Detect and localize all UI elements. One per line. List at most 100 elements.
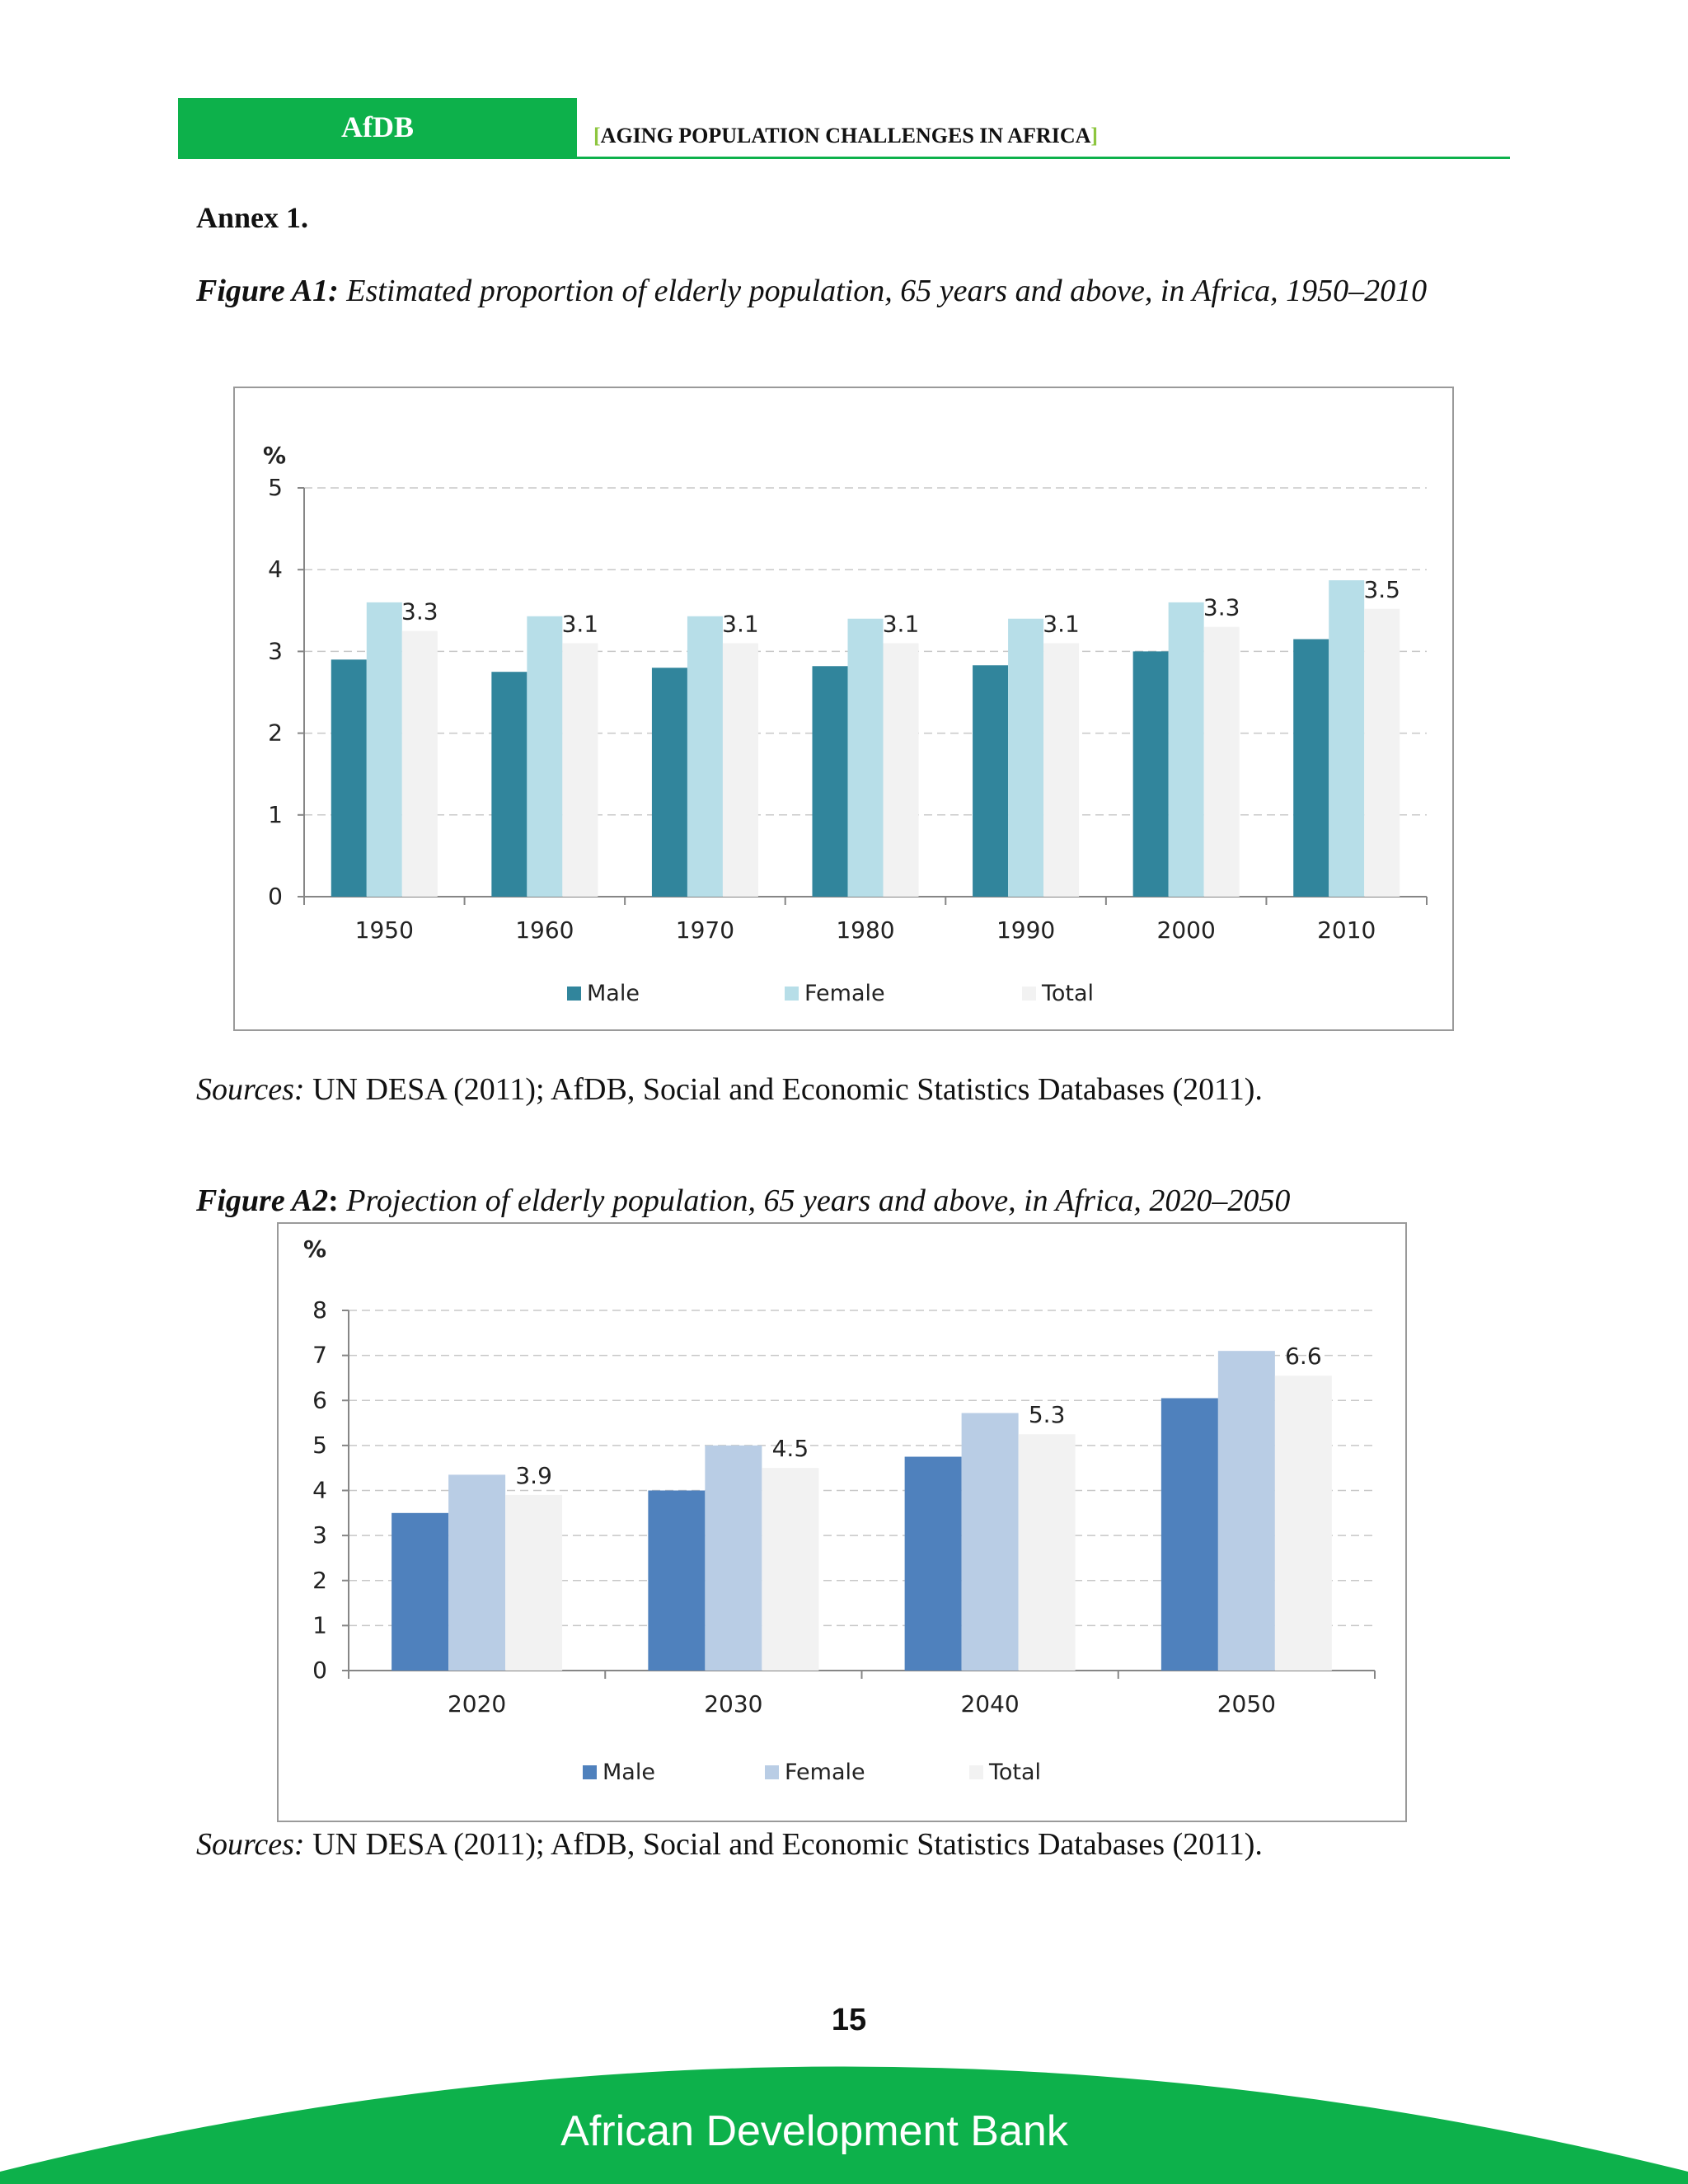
- chart-a2-y-tick-label: 8: [312, 1296, 327, 1324]
- chart-a1-svg: 0 1 2 3 4 5% 3.3 1950 3.1 1960 3.1 1970 3.1 1980 3.1 19…: [263, 442, 1428, 1006]
- chart-a2-y-tick-label: 1: [312, 1611, 327, 1638]
- chart-a2-data-label-2030: 4.5: [772, 1435, 809, 1462]
- chart-a2-bar-male-2030: [648, 1490, 706, 1671]
- chart-a1-bar-male-2010: [1293, 639, 1329, 897]
- annex-title: Annex 1.: [196, 201, 309, 234]
- figure2-label: Figure A2: [196, 1183, 329, 1218]
- chart-a1-x-tick-label: 1980: [836, 916, 894, 944]
- chart-a2-data-label-2020: 3.9: [515, 1462, 552, 1489]
- figure1-sources: Sources: UN DESA (2011); AfDB, Social an…: [196, 1071, 1263, 1108]
- chart-a2-bar-total-2030: [762, 1468, 819, 1671]
- chart-a2-svg: 0 1 2 3 4 5 6 7 8% 3.9 2020 4.5 2030 5.3 2040 6.6 2050 Ma…: [303, 1235, 1376, 1785]
- header-divider: [178, 157, 1510, 159]
- chart-a1-bar-total-1960: [562, 643, 598, 897]
- chart-a1-legend-label-female: Female: [804, 981, 885, 1006]
- chart-a1-bar-male-1950: [331, 659, 367, 897]
- chart-a1-x-tick-label: 2010: [1317, 916, 1376, 944]
- chart-a1-legend-swatch-total: [1022, 987, 1036, 1001]
- chart-a1-bar-female-1960: [527, 616, 563, 897]
- chart-a1-data-label-1980: 3.1: [883, 610, 920, 637]
- figure2-sources: Sources: UN DESA (2011); AfDB, Social an…: [196, 1826, 1263, 1863]
- chart-a1-data-label-1950: 3.3: [401, 598, 438, 626]
- chart-a2-legend-swatch-female: [765, 1765, 779, 1779]
- figure1-caption-text: Estimated proportion of elderly populati…: [346, 274, 1428, 308]
- chart-a1-bar-female-1970: [687, 616, 723, 897]
- header-org: AfDB: [341, 110, 414, 143]
- chart-a1-legend-label-male: Male: [587, 981, 640, 1006]
- figure1-sources-text: UN DESA (2011); AfDB, Social and Economi…: [312, 1072, 1263, 1107]
- chart-a2-data-label-2050: 6.6: [1285, 1343, 1322, 1370]
- page-number: 15: [831, 2003, 867, 2037]
- chart-a1-y-tick-label: 2: [268, 719, 283, 747]
- chart-a2-legend-swatch-male: [583, 1765, 597, 1779]
- chart-a2-y-tick-label: 6: [312, 1386, 327, 1413]
- chart-a1-x-tick-label: 1960: [515, 916, 574, 944]
- chart-a2-x-tick-label: 2050: [1217, 1690, 1276, 1718]
- chart-a2-x-tick-label: 2030: [704, 1690, 762, 1718]
- figure1-caption: Figure A1: Estimated proportion of elder…: [196, 272, 1493, 310]
- chart-a1-bar-total-1970: [722, 643, 758, 897]
- header-org-box: AfDB: [178, 98, 577, 157]
- chart-a2-x-tick-label: 2020: [448, 1690, 506, 1718]
- chart-a2-data-label-2040: 5.3: [1029, 1401, 1066, 1428]
- chart-a2-legend-label-male: Male: [603, 1760, 655, 1785]
- header-title: [AGING POPULATION CHALLENGES IN AFRICA]: [593, 124, 1098, 148]
- chart-a1-bar-female-2000: [1168, 602, 1204, 897]
- figure1-label: Figure A1:: [196, 274, 339, 308]
- footer-band: [0, 2011, 1688, 2184]
- figure2-caption-text: Projection of elderly population, 65 yea…: [346, 1183, 1291, 1218]
- chart-a1-y-tick-label: 1: [268, 801, 283, 828]
- chart-a2-bar-male-2020: [392, 1512, 449, 1671]
- header-bracket-open: [: [593, 124, 601, 148]
- chart-a1-y-tick-label: 5: [268, 474, 283, 501]
- chart-a1-bar-total-2010: [1364, 608, 1400, 897]
- chart-a1-legend-swatch-male: [567, 987, 581, 1001]
- chart-a2-bar-male-2050: [1160, 1398, 1218, 1671]
- chart-a1-bar-male-1970: [651, 668, 687, 897]
- chart-a2-bar-female-2040: [961, 1413, 1019, 1671]
- chart-a1-y-axis-label: %: [263, 442, 286, 469]
- chart-a2-y-tick-label: 4: [312, 1477, 327, 1504]
- chart-a1-legend-label-total: Total: [1041, 981, 1094, 1006]
- chart-a1-bar-total-1980: [883, 643, 919, 897]
- chart-a1-data-label-1970: 3.1: [722, 610, 759, 637]
- chart-a1-data-label-2000: 3.3: [1203, 594, 1240, 621]
- chart-a2-bar-female-2030: [705, 1445, 762, 1671]
- chart-a1-x-tick-label: 2000: [1157, 916, 1216, 944]
- chart-a2-y-tick-label: 3: [312, 1521, 327, 1549]
- chart-a1-bar-total-1990: [1043, 643, 1080, 897]
- chart-a2-bar-total-2050: [1274, 1376, 1332, 1671]
- chart-a1-y-tick-label: 0: [268, 883, 283, 910]
- chart-a2-legend-swatch-total: [969, 1765, 983, 1779]
- header-title-text: AGING POPULATION CHALLENGES IN AFRICA: [600, 124, 1091, 148]
- chart-a1-y-tick-label: 4: [268, 555, 283, 583]
- figure2-sources-text: UN DESA (2011); AfDB, Social and Economi…: [312, 1827, 1263, 1862]
- chart-a1-bar-female-1990: [1008, 618, 1044, 897]
- figure1-sources-label: Sources:: [196, 1072, 305, 1107]
- footer-bank-name: African Development Bank: [560, 2107, 1068, 2155]
- chart-a2-bar-total-2020: [505, 1494, 563, 1671]
- chart-a2: 0 1 2 3 4 5 6 7 8% 3.9 2020 4.5 2030 5.3 2040 6.6 2050 Ma…: [277, 1222, 1407, 1822]
- chart-a1-bar-male-1960: [491, 672, 528, 897]
- chart-a2-bar-female-2050: [1217, 1351, 1275, 1671]
- chart-a1-y-tick-label: 3: [268, 637, 283, 664]
- chart-a1-bar-female-1950: [366, 602, 402, 897]
- chart-a2-y-tick-label: 7: [312, 1342, 327, 1369]
- chart-a2-y-tick-label: 5: [312, 1432, 327, 1459]
- chart-a2-y-tick-label: 2: [312, 1567, 327, 1594]
- chart-a1-data-label-1990: 3.1: [1043, 610, 1080, 637]
- chart-a1-bar-male-1980: [812, 666, 848, 897]
- chart-a1-bar-male-1990: [973, 665, 1009, 897]
- chart-a1-data-label-2010: 3.5: [1363, 576, 1400, 603]
- chart-a2-legend-label-female: Female: [785, 1760, 865, 1785]
- chart-a1: 0 1 2 3 4 5% 3.3 1950 3.1 1960 3.1 1970 3.1 1980 3.1 19…: [233, 387, 1454, 1031]
- chart-a2-bar-male-2040: [904, 1456, 962, 1671]
- chart-a2-legend-label-total: Total: [988, 1760, 1041, 1785]
- chart-a1-bar-male-2000: [1132, 651, 1169, 897]
- chart-a2-y-tick-label: 0: [312, 1657, 327, 1684]
- chart-a1-x-tick-label: 1950: [355, 916, 414, 944]
- chart-a2-x-tick-label: 2040: [960, 1690, 1019, 1718]
- header-bracket-close: ]: [1090, 124, 1099, 148]
- chart-a1-bar-female-1980: [847, 618, 884, 897]
- chart-a1-data-label-1960: 3.1: [562, 610, 599, 637]
